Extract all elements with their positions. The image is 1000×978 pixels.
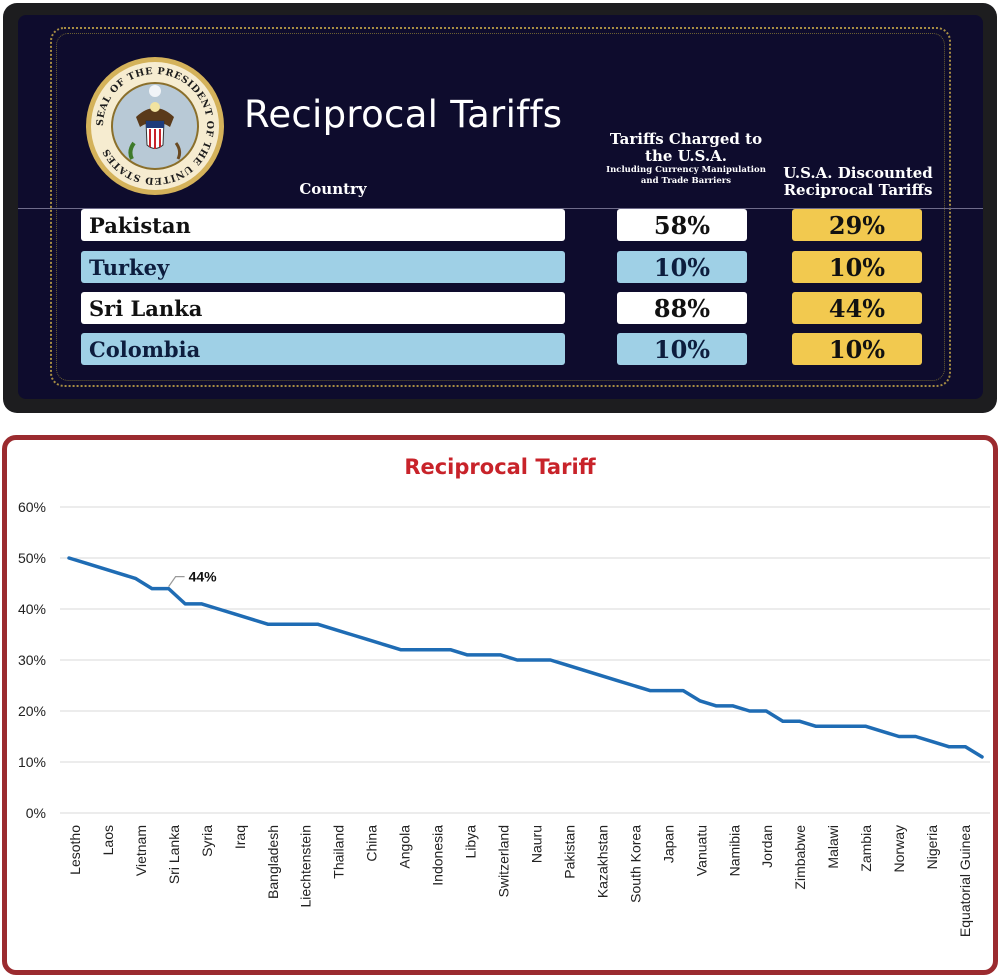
- charged-cell: 10%: [617, 333, 747, 365]
- discounted-cell: 44%: [792, 292, 922, 324]
- discounted-cell: 29%: [792, 209, 922, 241]
- country-cell: Colombia: [81, 333, 565, 365]
- country-cell: Turkey: [81, 251, 565, 283]
- discounted-cell: 10%: [792, 333, 922, 365]
- charged-cell: 58%: [617, 209, 747, 241]
- table-row: Pakistan 58% 29%: [18, 209, 983, 241]
- header-tariffs-charged: Tariffs Charged to the U.S.A.: [609, 130, 763, 166]
- table-row: Sri Lanka 88% 44%: [18, 292, 983, 324]
- table-row: Colombia 10% 10%: [18, 333, 983, 365]
- header-country: Country: [299, 180, 367, 198]
- board-title: Reciprocal Tariffs: [244, 93, 563, 136]
- table-row: Turkey 10% 10%: [18, 251, 983, 283]
- tariff-board: SEAL OF THE PRESIDENT OF THE UNITED STAT…: [18, 15, 983, 399]
- header-tariffs-charged-note: Including Currency Manipulation and Trad…: [606, 165, 766, 186]
- board-dotted-border: [50, 27, 951, 387]
- board-dotted-border-inner: [56, 33, 945, 381]
- country-cell: Pakistan: [81, 209, 565, 241]
- charged-cell: 88%: [617, 292, 747, 324]
- chart-frame: [2, 435, 998, 975]
- discounted-cell: 10%: [792, 251, 922, 283]
- chart-title: Reciprocal Tariff: [404, 455, 596, 479]
- presidential-seal-icon: SEAL OF THE PRESIDENT OF THE UNITED STAT…: [86, 57, 224, 195]
- board-divider: [18, 208, 983, 209]
- header-discounted-tariffs: U.S.A. Discounted Reciprocal Tariffs: [783, 164, 933, 200]
- charged-cell: 10%: [617, 251, 747, 283]
- country-cell: Sri Lanka: [81, 292, 565, 324]
- tariff-board-frame: SEAL OF THE PRESIDENT OF THE UNITED STAT…: [3, 3, 997, 413]
